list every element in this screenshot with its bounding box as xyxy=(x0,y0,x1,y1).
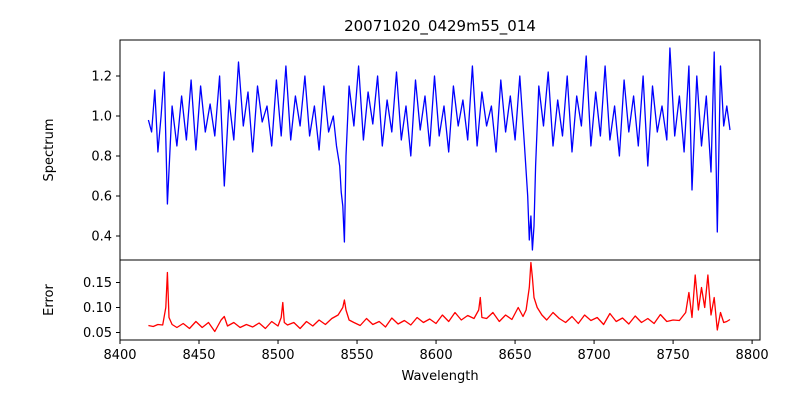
spectrum-panel: 0.4 0.6 0.8 1.0 1.2 Spectrum xyxy=(42,39,761,261)
error-y-tick-label: 0.15 xyxy=(83,276,112,291)
error-y-ticks: 0.05 0.10 0.15 xyxy=(83,276,120,341)
error-x-ticks: 8400 8450 8500 8550 8600 8650 8700 8750 8800 xyxy=(103,340,769,363)
spectrum-line xyxy=(147,47,731,251)
chart-title: 20071020_0429m55_014 xyxy=(344,17,536,36)
x-tick-label: 8400 xyxy=(103,348,136,363)
error-y-axis-label: Error xyxy=(42,284,57,316)
x-tick-label: 8650 xyxy=(499,348,532,363)
error-y-tick-label: 0.05 xyxy=(83,326,112,341)
error-plot-frame xyxy=(119,259,761,341)
error-series xyxy=(148,261,731,333)
spectrum-y-axis-label: Spectrum xyxy=(42,119,57,182)
spectrum-y-tick-label: 0.6 xyxy=(91,190,112,205)
x-tick-label: 8550 xyxy=(340,348,373,363)
spectrum-series xyxy=(147,47,731,251)
spectrum-y-tick-label: 1.2 xyxy=(91,70,112,85)
spectrum-plot-frame xyxy=(119,39,761,261)
spectrum-y-tick-label: 0.4 xyxy=(91,230,112,245)
x-tick-label: 8800 xyxy=(736,348,769,363)
x-tick-label: 8700 xyxy=(578,348,611,363)
spectrum-y-tick-label: 1.0 xyxy=(91,110,112,125)
x-axis-label: Wavelength xyxy=(401,369,478,384)
spectrum-y-tick-label: 0.8 xyxy=(91,150,112,165)
x-tick-label: 8450 xyxy=(182,348,215,363)
x-tick-label: 8600 xyxy=(420,348,453,363)
x-tick-label: 8750 xyxy=(657,348,690,363)
spectrum-y-ticks: 0.4 0.6 0.8 1.0 1.2 xyxy=(91,70,120,245)
error-line xyxy=(148,261,731,333)
error-y-tick-label: 0.10 xyxy=(83,301,112,316)
error-panel: 0.05 0.10 0.15 8400 8450 8500 8550 8600 8650 870… xyxy=(42,259,769,384)
x-tick-label: 8500 xyxy=(261,348,294,363)
